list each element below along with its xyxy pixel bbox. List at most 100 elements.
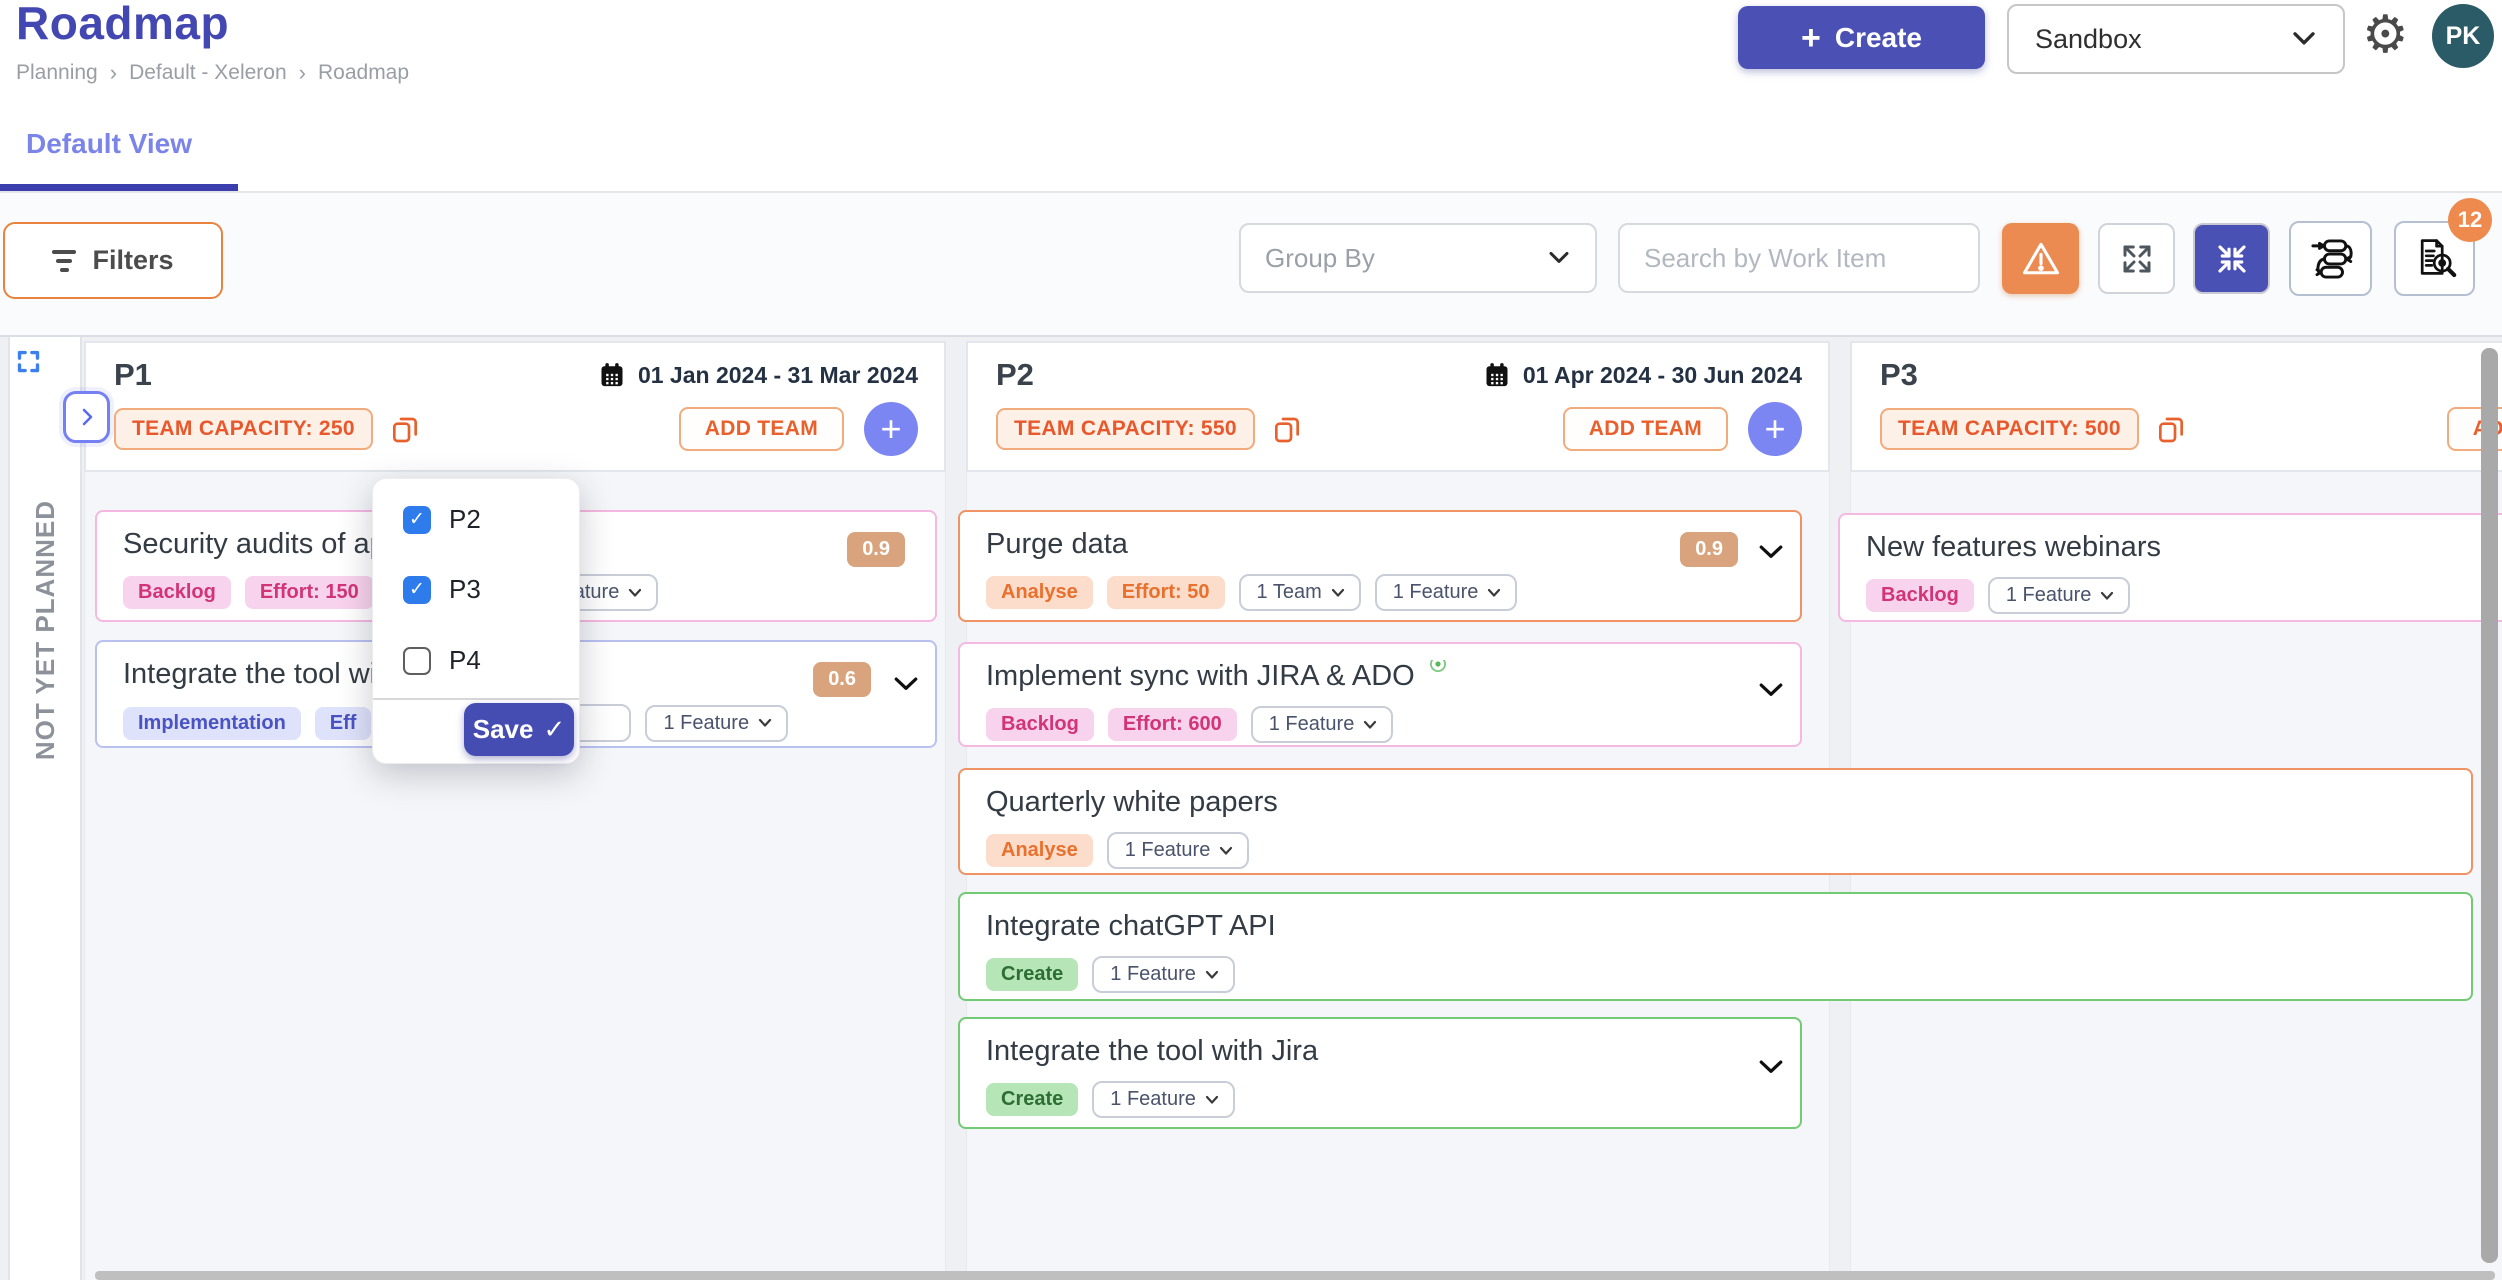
checkbox-label: P3 bbox=[449, 574, 481, 604]
workflow-icon bbox=[2310, 238, 2353, 279]
expand-card-icon[interactable] bbox=[893, 676, 919, 692]
confidence-badge: 0.9 bbox=[847, 532, 905, 567]
chevron-down-icon bbox=[2293, 32, 2315, 45]
group-by-dropdown[interactable]: Group By bbox=[1239, 223, 1597, 293]
expand-card-icon[interactable] bbox=[1758, 1059, 1784, 1075]
quarter-dates: 01 Jan 2024 - 31 Mar 2024 bbox=[598, 361, 918, 389]
checkbox-checked-icon[interactable]: ✓ bbox=[403, 505, 431, 534]
warnings-button[interactable] bbox=[2002, 223, 2079, 294]
review-count-badge: 12 bbox=[2448, 198, 2492, 242]
chevron-down-icon bbox=[1549, 251, 1569, 263]
card-title: Quarterly white papers bbox=[986, 786, 1278, 818]
tab-active-underline bbox=[0, 184, 238, 192]
calendar-icon bbox=[1486, 363, 1508, 387]
collapse-all-button[interactable] bbox=[2193, 223, 2270, 294]
status-tag: Create bbox=[986, 958, 1079, 991]
add-team-button[interactable]: ADD TEAM bbox=[678, 407, 844, 451]
popup-option-p2[interactable]: ✓ P2 bbox=[403, 504, 481, 535]
status-dot-icon bbox=[1429, 660, 1447, 681]
breadcrumb-item[interactable]: Default - Xeleron bbox=[129, 61, 287, 84]
calendar-icon bbox=[601, 363, 623, 387]
card-title: New features webinars bbox=[1866, 531, 2161, 563]
breadcrumb: Planning › Default - Xeleron › Roadmap bbox=[16, 60, 409, 86]
status-tag: Create bbox=[986, 1083, 1079, 1116]
lane-label-wrap: NOT YET PLANNED bbox=[8, 440, 82, 820]
card-title: Integrate the tool with Jira bbox=[986, 1035, 1319, 1067]
feature-dropdown[interactable]: 1 Feature bbox=[645, 704, 789, 742]
add-team-button[interactable]: ADD TEAM bbox=[1562, 407, 1728, 451]
tab-default-view[interactable]: Default View bbox=[26, 128, 192, 159]
avatar[interactable]: PK bbox=[2432, 4, 2494, 68]
effort-tag: Effort: 150 bbox=[244, 576, 374, 609]
dependency-view-button[interactable] bbox=[2289, 221, 2372, 296]
copy-icon[interactable] bbox=[2155, 413, 2187, 445]
card-title: Integrate the tool wi bbox=[123, 658, 377, 690]
save-button[interactable]: Save ✓ bbox=[464, 703, 574, 756]
workspace-dropdown-value: Sandbox bbox=[2035, 23, 2142, 54]
warning-triangle-icon bbox=[2022, 242, 2059, 274]
effort-tag: Effort: 600 bbox=[1107, 708, 1237, 741]
create-button[interactable]: + Create bbox=[1738, 6, 1985, 69]
copy-icon[interactable] bbox=[389, 413, 421, 445]
card-title: Implement sync with JIRA & ADO bbox=[986, 660, 1774, 693]
fullscreen-icon[interactable] bbox=[15, 348, 42, 375]
quarter-header-p3: P3 01 Jul 2024 TEAM CAPACITY: 500 ADD TE… bbox=[1850, 341, 2502, 472]
add-work-item-button[interactable]: + bbox=[864, 402, 918, 456]
feature-dropdown[interactable]: 1 Feature bbox=[1092, 1081, 1235, 1118]
feature-dropdown[interactable]: 1 Feature bbox=[1092, 956, 1235, 993]
gear-icon[interactable]: ⚙ bbox=[2362, 5, 2409, 65]
expand-lane-button[interactable] bbox=[63, 391, 110, 443]
chevron-down-icon bbox=[1364, 720, 1377, 729]
checkbox-checked-icon[interactable]: ✓ bbox=[403, 575, 431, 604]
work-item-card[interactable]: Purge data 0.9 Analyse Effort: 50 1 Team… bbox=[958, 510, 1802, 622]
group-by-placeholder: Group By bbox=[1265, 242, 1375, 273]
vertical-scrollbar[interactable] bbox=[2481, 348, 2498, 1263]
quarter-name: P1 bbox=[114, 357, 152, 392]
status-tag: Implementation bbox=[123, 706, 301, 740]
feature-dropdown[interactable]: 1 Feature bbox=[1250, 706, 1394, 743]
work-item-card[interactable]: New features webinars Backlog 1 Feature bbox=[1838, 513, 2502, 622]
team-capacity-badge: TEAM CAPACITY: 550 bbox=[996, 408, 1255, 450]
work-item-card[interactable]: Implement sync with JIRA & ADO Backlog E… bbox=[958, 642, 1802, 747]
lane-label: NOT YET PLANNED bbox=[29, 499, 60, 761]
team-dropdown[interactable]: 1 Team bbox=[1238, 574, 1361, 611]
effort-tag: Eff bbox=[314, 706, 372, 740]
copy-icon[interactable] bbox=[1271, 413, 1303, 445]
chevron-down-icon bbox=[1488, 588, 1501, 597]
feature-dropdown[interactable]: 1 Feature bbox=[1106, 832, 1250, 869]
confidence-badge: 0.9 bbox=[1680, 532, 1738, 567]
popup-divider bbox=[373, 698, 579, 700]
page-title: Roadmap bbox=[16, 0, 230, 49]
status-tag: Analyse bbox=[986, 576, 1093, 609]
breadcrumb-separator-icon: › bbox=[109, 60, 118, 85]
quarter-filter-popup: ✓ P2 ✓ P3 P4 Save ✓ bbox=[372, 478, 580, 764]
expand-card-icon[interactable] bbox=[1758, 682, 1784, 698]
filters-button[interactable]: Filters bbox=[3, 222, 223, 299]
search-input[interactable] bbox=[1642, 241, 1981, 275]
work-item-card[interactable]: Integrate chatGPT API Create 1 Feature bbox=[958, 892, 2473, 1001]
expand-all-button[interactable] bbox=[2098, 223, 2175, 294]
add-work-item-button[interactable]: + bbox=[1748, 402, 1802, 456]
work-item-card[interactable]: Integrate the tool with Jira Create 1 Fe… bbox=[958, 1017, 1802, 1129]
checkbox-unchecked-icon[interactable] bbox=[403, 646, 431, 675]
team-capacity-badge: TEAM CAPACITY: 500 bbox=[1880, 408, 2139, 450]
plus-icon: + bbox=[880, 408, 902, 449]
feature-dropdown[interactable]: 1 Feature bbox=[1374, 574, 1518, 611]
breadcrumb-item[interactable]: Roadmap bbox=[317, 61, 410, 84]
breadcrumb-item[interactable]: Planning bbox=[16, 61, 98, 84]
status-tag: Backlog bbox=[123, 576, 231, 609]
tab-bar-divider bbox=[0, 191, 2502, 193]
checkbox-label: P4 bbox=[449, 645, 481, 675]
workspace-dropdown[interactable]: Sandbox bbox=[2007, 4, 2345, 74]
horizontal-scrollbar[interactable] bbox=[95, 1271, 2495, 1280]
popup-option-p3[interactable]: ✓ P3 bbox=[403, 574, 481, 605]
expand-card-icon[interactable] bbox=[1758, 544, 1784, 560]
feature-dropdown[interactable]: 1 Feature bbox=[1987, 577, 2131, 614]
work-item-card[interactable]: Quarterly white papers Analyse 1 Feature bbox=[958, 768, 2473, 875]
filter-icon bbox=[52, 249, 77, 272]
chevron-down-icon bbox=[758, 718, 772, 727]
quarter-header-p2: P2 01 Apr 2024 - 30 Jun 2024 TEAM CAPACI… bbox=[966, 341, 1830, 472]
document-review-icon bbox=[2420, 238, 2456, 277]
popup-option-p4[interactable]: P4 bbox=[403, 645, 481, 676]
